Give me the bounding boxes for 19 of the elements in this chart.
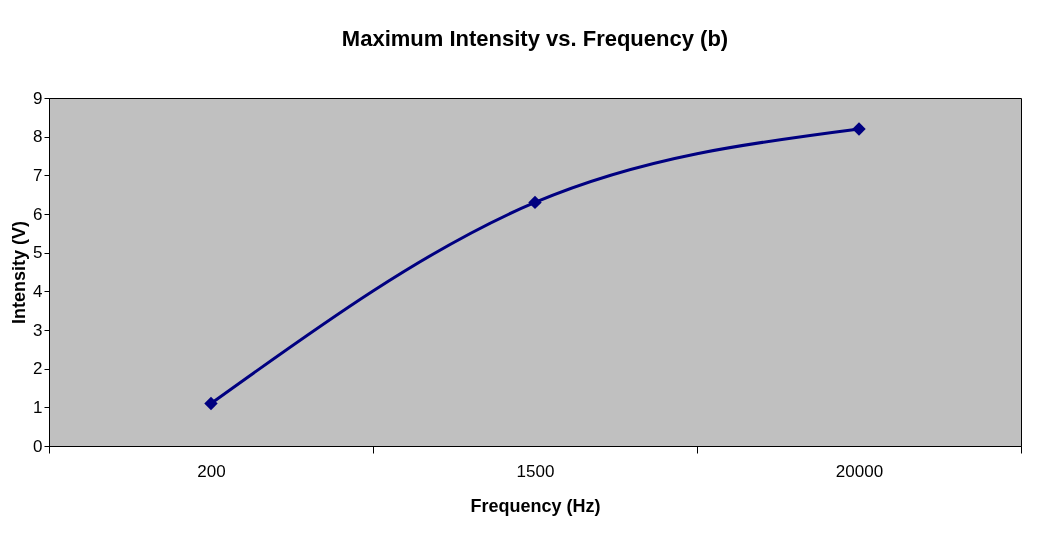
point [528, 195, 542, 210]
x-tick-label: 1500 [516, 461, 555, 481]
x-axis-title: Frequency (Hz) [470, 495, 601, 516]
y-tick-label: 5 [33, 243, 43, 263]
y-tick-label: 0 [33, 436, 43, 456]
y-tick-label: 6 [33, 204, 43, 224]
point [204, 396, 218, 411]
y-tick-label: 2 [33, 359, 43, 379]
chart-title: Maximum Intensity vs. Frequency (b) [341, 26, 729, 51]
point [852, 122, 866, 136]
y-axis-title: Intensity (V) [9, 220, 30, 325]
y-tick-label: 3 [33, 320, 43, 340]
y-tick-label: 7 [33, 165, 43, 185]
y-tick-label: 4 [33, 281, 43, 301]
y-tick-label: 9 [33, 88, 43, 108]
x-tick-label: 20000 [835, 461, 884, 481]
x-tick-label: 200 [197, 461, 226, 481]
y-tick-label: 8 [33, 127, 43, 147]
y-tick-label: 1 [33, 397, 43, 417]
